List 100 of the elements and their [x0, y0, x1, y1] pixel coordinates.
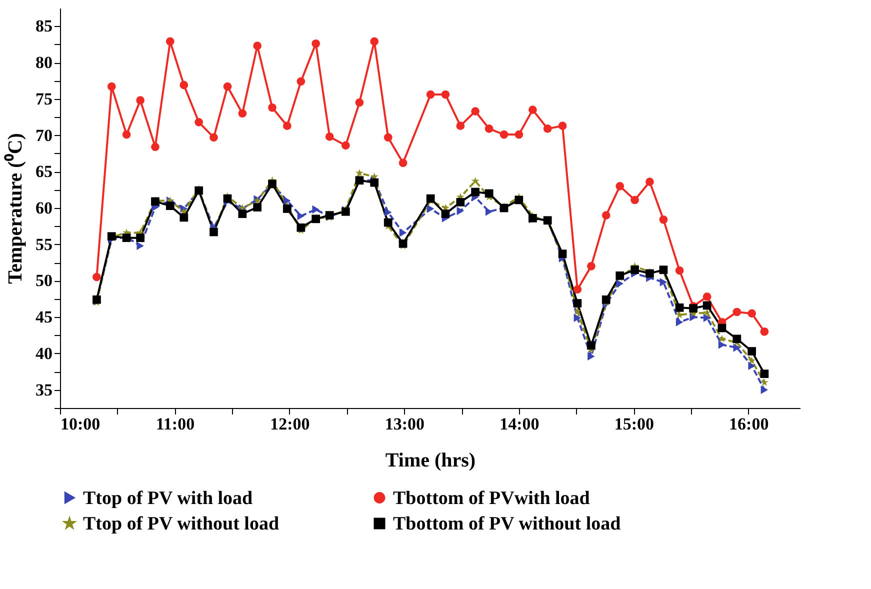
point: [456, 206, 464, 216]
point: [748, 347, 756, 356]
y-tick-label: 45: [36, 308, 52, 327]
x-tick-label: 12:00: [270, 414, 310, 434]
point: [616, 271, 624, 280]
point: [574, 314, 582, 322]
x-tick-label: 11:00: [156, 414, 195, 434]
y-tick-label: 50: [36, 271, 52, 290]
y-tick-label: 55: [36, 234, 52, 254]
point: [151, 142, 160, 152]
point: [296, 223, 306, 232]
point: [500, 130, 508, 139]
point: [136, 242, 144, 250]
point: [268, 103, 276, 112]
point: [760, 370, 769, 378]
point: [616, 279, 624, 288]
point: [602, 295, 610, 304]
y-axis-title: Temperature (⁰C): [4, 133, 26, 284]
point: [210, 133, 218, 142]
point: [703, 308, 712, 316]
point: [282, 204, 292, 213]
legend-label: Tbottom of PV without load: [393, 514, 622, 534]
point: [587, 341, 596, 350]
point: [297, 212, 305, 220]
point: [136, 234, 144, 242]
point: [426, 204, 434, 213]
point: [573, 299, 582, 308]
point: [238, 109, 247, 118]
point: [484, 189, 494, 198]
point: [630, 196, 639, 204]
point: [573, 307, 582, 315]
point: [573, 285, 582, 294]
point: [543, 124, 552, 133]
point: [456, 122, 465, 130]
point: [122, 130, 131, 139]
x-tick-label: 10:00: [60, 414, 100, 434]
x-tick-label: 16:00: [729, 414, 769, 434]
point: [630, 266, 639, 274]
point: [702, 301, 712, 310]
point: [398, 239, 408, 248]
y-tick-label: 85: [36, 16, 52, 36]
x-tick-label: 15:00: [614, 414, 654, 434]
y-tick-label: 40: [36, 344, 52, 363]
point: [312, 205, 320, 214]
point: [136, 96, 144, 105]
point: [587, 262, 596, 270]
point: [748, 356, 756, 364]
point: [748, 362, 756, 370]
point: [732, 308, 742, 316]
point: [646, 178, 654, 186]
point: [238, 210, 247, 218]
legend-label: Ttop of PV with load: [83, 488, 254, 509]
point: [384, 133, 392, 142]
point: [616, 182, 624, 190]
point: [718, 334, 726, 342]
point: [588, 352, 595, 361]
legend-label: Ttop of PV without load: [83, 514, 280, 534]
point: [166, 202, 174, 210]
point: [528, 106, 537, 114]
point: [223, 194, 232, 203]
point: [282, 122, 292, 130]
y-tick-label: 60: [36, 198, 52, 218]
point: [441, 90, 450, 99]
point: [355, 168, 364, 176]
point: [426, 90, 435, 99]
point: [675, 303, 684, 312]
point: [703, 314, 711, 322]
point: [223, 82, 232, 91]
point: [471, 176, 480, 184]
point: [355, 98, 364, 107]
point: [760, 327, 769, 336]
point: [194, 118, 204, 126]
point: [312, 39, 320, 48]
point: [485, 207, 493, 216]
point: [398, 158, 408, 168]
point: [471, 107, 480, 116]
point: [166, 37, 174, 46]
point: [370, 37, 379, 46]
point: [514, 130, 524, 139]
point: [180, 213, 188, 222]
point: [718, 340, 726, 349]
point: [659, 215, 668, 224]
point: [341, 141, 350, 150]
y-tick-label: 75: [36, 89, 52, 108]
point: [675, 266, 684, 275]
point: [325, 132, 334, 141]
point: [718, 324, 726, 332]
point: [689, 304, 698, 313]
legend-label: Tbottom of PVwith load: [393, 488, 590, 509]
point: [660, 278, 668, 286]
y-tick-label: 65: [36, 162, 52, 182]
point: [733, 343, 741, 352]
point: [676, 310, 684, 318]
point: [484, 124, 494, 133]
y-tick-label: 80: [36, 53, 52, 72]
point: [471, 188, 480, 196]
point: [107, 82, 116, 91]
point: [284, 196, 291, 205]
point: [760, 378, 768, 386]
point: [399, 228, 407, 237]
